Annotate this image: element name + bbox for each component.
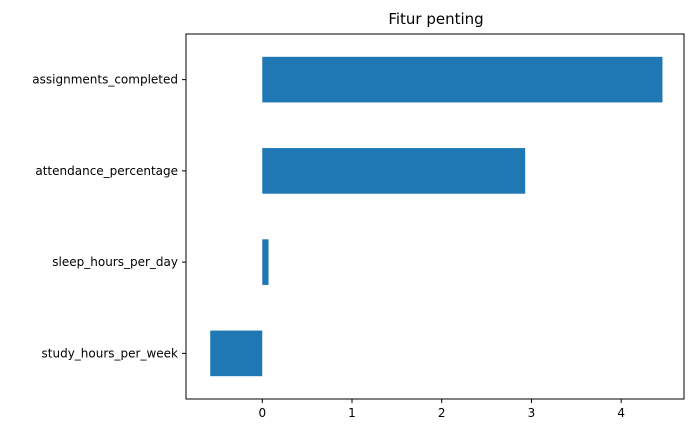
y-tick-label: attendance_percentage: [35, 164, 178, 178]
y-tick-label: assignments_completed: [32, 73, 178, 87]
bar-attendance-percentage: [262, 148, 526, 194]
bars-layer: [210, 56, 663, 377]
x-tick-label: 4: [617, 406, 625, 420]
y-tick-label: study_hours_per_week: [42, 346, 179, 360]
x-tick-label: 0: [258, 406, 266, 420]
y-tick-label: sleep_hours_per_day: [52, 255, 178, 269]
x-axis: 0 1 2 3 4: [258, 399, 625, 420]
x-tick-label: 3: [528, 406, 536, 420]
plot-frame: [185, 33, 685, 400]
bar-sleep-hours-per-day: [262, 239, 269, 285]
bar-assignments-completed: [262, 56, 663, 103]
y-axis: assignments_completed attendance_percenta…: [32, 73, 186, 360]
chart-title: Fitur penting: [388, 10, 483, 28]
bar-study-hours-per-week: [210, 330, 263, 377]
x-tick-label: 2: [438, 406, 446, 420]
x-tick-label: 1: [348, 406, 356, 420]
